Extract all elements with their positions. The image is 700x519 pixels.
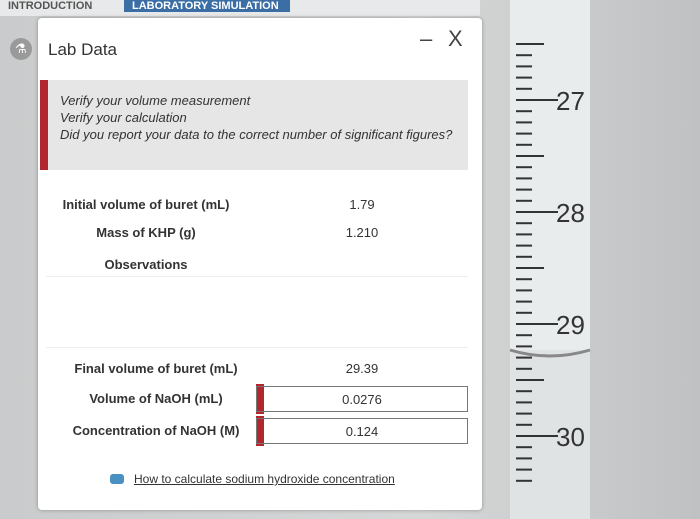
buret-label: 28 [556,198,585,228]
help-link[interactable]: How to calculate sodium hydroxide concen… [134,472,395,486]
row-label: Concentration of NaOH (M) [72,423,240,438]
buret-label: 27 [556,86,585,116]
row-value[interactable]: 0.0276 [256,386,468,412]
buret-liquid [510,350,590,519]
buret-label: 30 [556,422,585,452]
row-value: 1.79 [349,197,375,212]
feedback-line: Verify your volume measurement [60,93,251,108]
lab-icon: ⚗ [10,38,32,60]
error-marker [256,416,264,446]
row-value[interactable]: 0.124 [256,418,468,444]
table-row: Final volume of buret (mL) 29.39 [46,356,468,382]
feedback-line: Did you report your data to the correct … [60,127,453,142]
tab[interactable]: LABORATORY SIMULATION [124,0,290,12]
buret-label: 29 [556,310,585,340]
panel-title: Lab Data [48,40,117,59]
meniscus [509,348,591,358]
table-row: Concentration of NaOH (M) 0.124 [46,416,468,446]
row-label: Initial volume of buret (mL) [62,197,230,212]
row-label: Mass of KHP (g) [96,225,196,240]
link-icon [110,474,124,484]
row-label: Volume of NaOH (mL) [89,391,223,406]
row-value: 29.39 [345,361,379,376]
table-row: Volume of NaOH (mL) 0.0276 [46,384,468,414]
row-label: Final volume of buret (mL) [74,361,238,376]
table-row: Mass of KHP (g) 1.210 [46,220,468,246]
row-label: Observations [104,257,188,272]
buret-view: 27 28 29 30 [509,0,591,519]
row-value: 1.210 [345,225,379,240]
tab-bar: INTRODUCTION LABORATORY SIMULATION [0,0,480,16]
minimize-button[interactable]: – [420,26,433,51]
feedback-line: Verify your calculation [60,110,187,125]
close-button[interactable]: X [448,26,463,51]
table-row: Observations [46,252,468,278]
observations-box [46,276,468,348]
tab[interactable]: INTRODUCTION [8,0,93,12]
error-marker [256,384,264,414]
feedback-box: Verify your volume measurement Verify yo… [40,80,468,170]
table-row: Initial volume of buret (mL) 1.79 [46,192,468,218]
